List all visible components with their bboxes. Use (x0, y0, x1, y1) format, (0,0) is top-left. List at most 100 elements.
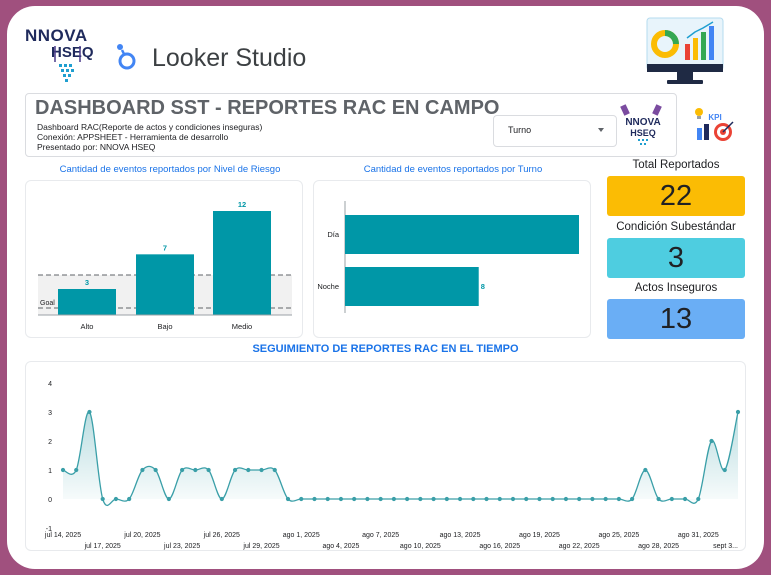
data-point (510, 496, 516, 502)
x-axis-tick-label: jul 29, 2025 (242, 543, 279, 550)
data-point (312, 496, 317, 502)
data-point (735, 409, 741, 415)
header-logo-subtext: HSEQ (630, 128, 656, 138)
bar-value-label: 7 (163, 243, 167, 252)
x-axis-tick-label: ago 7, 2025 (362, 532, 399, 539)
data-point (113, 496, 119, 502)
kpi-condition-label: Condición Subestándar (616, 221, 736, 233)
bar-noche (345, 267, 479, 306)
risk-chart-title: Cantidad de eventos reportados por Nivel… (59, 164, 281, 175)
series-line (62, 411, 739, 507)
data-point (577, 496, 582, 502)
header-logo-text: NNOVA (625, 117, 660, 128)
data-point (405, 496, 410, 502)
x-axis-tick-label: ago 10, 2025 (400, 543, 441, 550)
data-point (457, 496, 463, 502)
goal-label: Goal (40, 300, 55, 307)
risk-chart-card: Goal 3 Alto 7 Bajo 12 Medio (25, 180, 303, 338)
logo-subtext: HSEQ (51, 44, 94, 61)
x-axis-tick-label: ago 16, 2025 (479, 543, 520, 550)
dashboard-title: DASHBOARD SST - REPORTES RAC EN CAMPO (35, 97, 500, 119)
data-point (193, 467, 198, 473)
data-point (616, 496, 621, 502)
product-title: Looker Studio (152, 44, 307, 72)
turno-filter-dropdown[interactable]: Turno (493, 115, 617, 147)
kpi-total-value: 22 (607, 176, 745, 216)
data-point (709, 438, 714, 444)
data-point (550, 496, 555, 502)
data-point (100, 496, 105, 502)
analytics-monitor-icon (646, 17, 724, 84)
timeline-chart-card: -1 0 1 2 3 4 jul 14, 2025 jul 20, 2025 jul 26, 2… (25, 361, 746, 551)
report-header: DASHBOARD SST - REPORTES RAC EN CAMPO Da… (25, 93, 677, 157)
shift-chart-card: Día Noche 8 (313, 180, 591, 338)
x-axis-tick-label: ago 13, 2025 (440, 532, 481, 539)
shift-chart-title: Cantidad de eventos reportados por Turno (363, 164, 543, 175)
x-axis-tick-label: ago 28, 2025 (638, 543, 679, 550)
x-axis-tick-label: ago 25, 2025 (598, 532, 639, 539)
data-point (246, 467, 251, 473)
data-point (219, 496, 224, 502)
data-point (153, 467, 158, 473)
data-point (365, 496, 370, 502)
data-point (232, 467, 238, 473)
data-point (74, 467, 79, 473)
data-point (630, 496, 635, 502)
data-point (471, 496, 476, 502)
bar-value-label: 12 (238, 200, 246, 209)
data-point (444, 496, 449, 502)
data-point (484, 496, 489, 502)
data-point (682, 496, 688, 502)
turno-filter-label: Turno (508, 125, 532, 135)
data-point (722, 467, 727, 473)
kpi-condition-value: 3 (607, 238, 745, 278)
x-axis-tick-label: jul 20, 2025 (123, 532, 160, 539)
x-axis-tick-label: Bajo (157, 322, 172, 331)
data-point (87, 409, 92, 415)
bar-value-label: 3 (85, 278, 89, 287)
data-point (669, 496, 674, 502)
x-axis-tick-label: ago 4, 2025 (322, 543, 359, 550)
y-axis-tick-label: 4 (48, 381, 52, 388)
kpi-total-label: Total Reportados (632, 159, 720, 171)
bar-medio (213, 211, 271, 315)
data-point (418, 496, 423, 502)
data-point (338, 496, 344, 502)
x-axis-tick-label: ago 22, 2025 (559, 543, 600, 550)
x-axis-tick-label: jul 17, 2025 (84, 543, 121, 550)
bar-dia (345, 215, 579, 254)
series-area (63, 411, 738, 506)
bar-bajo (136, 254, 194, 315)
x-axis-tick-label: jul 23, 2025 (163, 543, 200, 550)
data-point (259, 467, 264, 473)
y-axis-tick-label: Noche (317, 282, 339, 291)
data-point (391, 496, 396, 502)
data-point (431, 496, 436, 502)
x-axis-tick-label: jul 14, 2025 (44, 532, 81, 539)
data-point (563, 496, 569, 502)
logo-circuit-icon (54, 46, 81, 82)
timeline-line-chart: -1 0 1 2 3 4 jul 14, 2025 jul 20, 2025 jul 26, 2… (44, 381, 741, 550)
y-axis-tick-label: -1 (46, 526, 52, 533)
data-point (656, 496, 661, 502)
shift-bar-chart: Día Noche 8 (317, 201, 579, 313)
y-axis-tick-label: 2 (48, 439, 52, 446)
data-point (180, 467, 185, 473)
x-axis-tick-label: Alto (81, 322, 94, 331)
looker-studio-icon (117, 44, 136, 70)
y-axis-tick-label: Día (327, 230, 340, 239)
data-point (140, 467, 145, 473)
x-axis-tick-label: Medio (232, 322, 252, 331)
data-point (206, 467, 211, 473)
data-point (537, 496, 542, 502)
data-point (603, 496, 608, 502)
data-point (272, 467, 277, 473)
data-point (524, 496, 529, 502)
data-point (285, 496, 291, 502)
y-axis-tick-label: 0 (48, 497, 52, 504)
header-presenter: Presentado por: NNOVA HSEQ (37, 142, 156, 152)
x-axis-tick-label: ago 31, 2025 (678, 532, 719, 539)
kpi-target-icon: KPI (695, 108, 734, 141)
data-point (590, 496, 595, 502)
data-point (166, 496, 171, 502)
